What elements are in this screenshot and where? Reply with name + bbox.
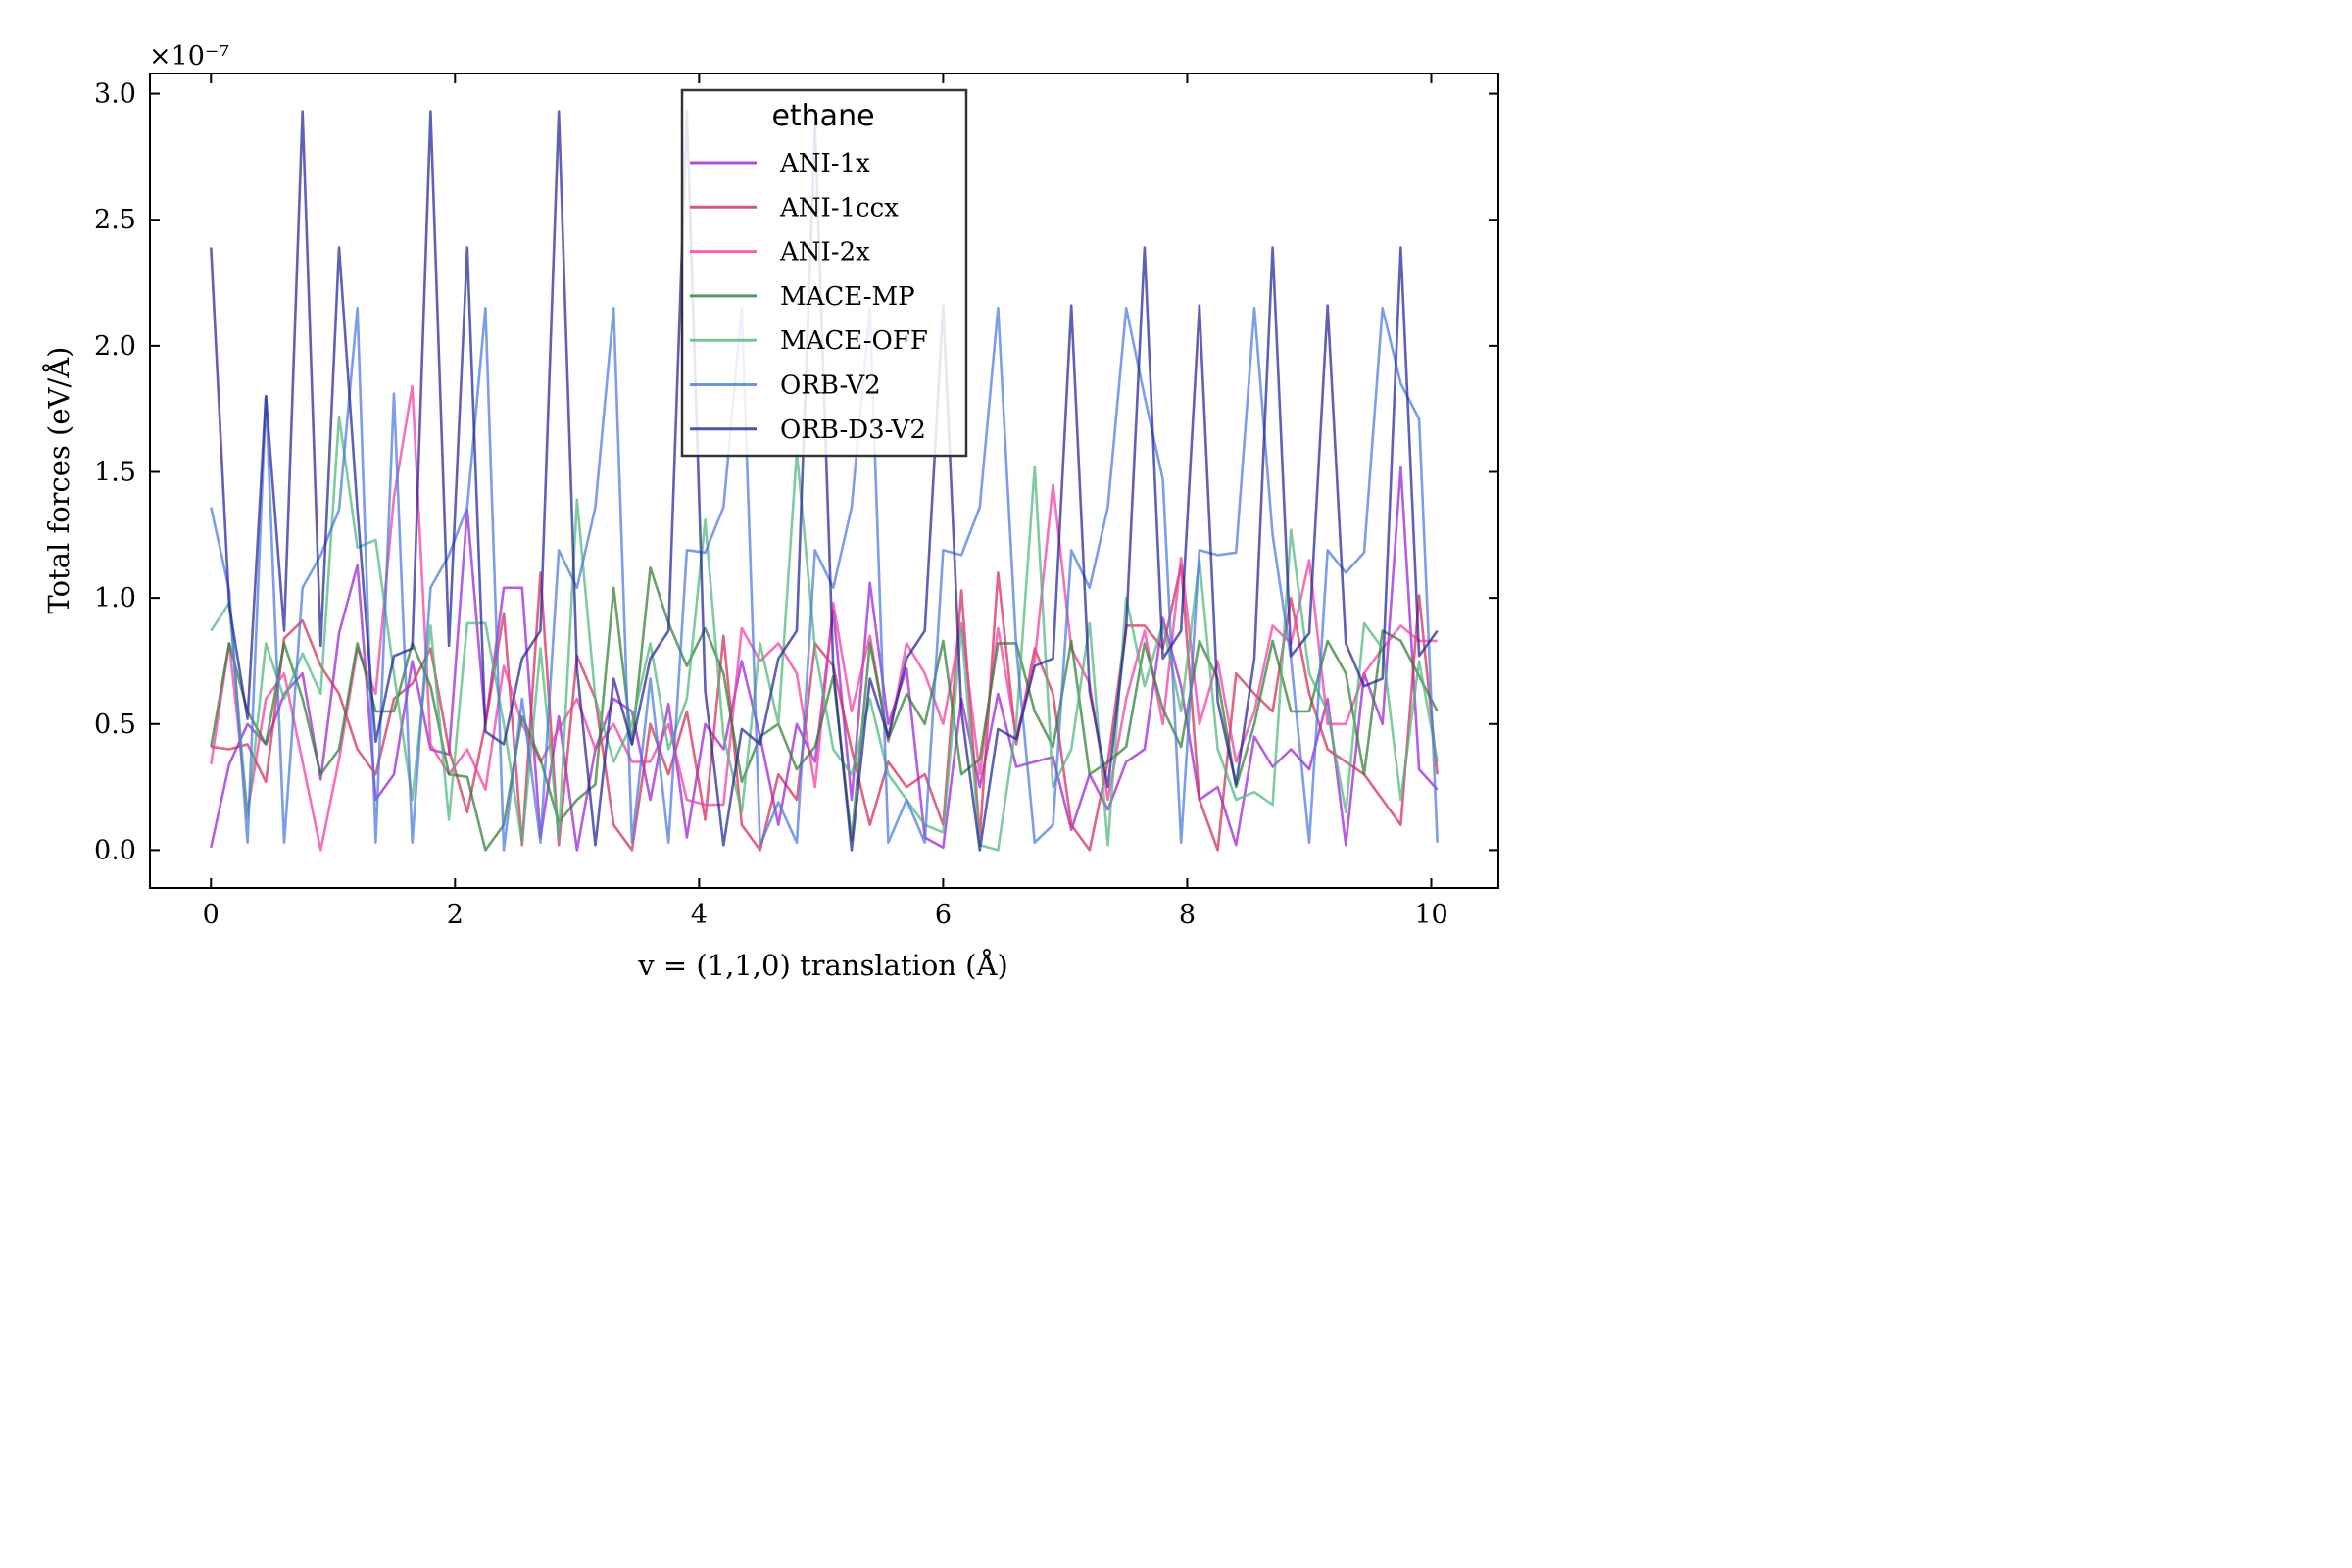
legend-label: ORB-V2 — [780, 371, 881, 401]
y-tick-label: 2.5 — [94, 205, 136, 235]
x-axis-label: v = (1,1,0) translation (Å) — [637, 948, 1008, 982]
x-tick-label: 4 — [691, 900, 708, 930]
legend-entries: ANI-1x ANI-1ccx ANI-2x MACE-MP MACE-OFF ORB-V… — [690, 149, 928, 445]
series-layer — [210, 110, 1439, 852]
y-multiplier-label: ×10⁻⁷ — [149, 41, 229, 72]
y-tick-label: 1.5 — [94, 457, 136, 487]
x-axis: 0 2 4 6 8 10 — [203, 74, 1448, 930]
legend-label: ORB-D3-V2 — [780, 416, 926, 445]
y-axis: 0.0 0.5 1.0 1.5 2.0 2.5 3.0 — [94, 79, 1498, 865]
legend-title: ethane — [771, 99, 874, 133]
chart: 0 2 4 6 8 10 0.0 0.5 1.0 1.5 2.0 2.5 3.0 ×10⁻⁷ v = … — [41, 41, 1499, 982]
x-tick-label: 0 — [203, 900, 220, 930]
y-axis-label: Total forces (eV/Å) — [41, 347, 75, 614]
x-tick-label: 8 — [1179, 900, 1196, 930]
legend-label: ANI-1ccx — [779, 193, 899, 222]
y-tick-label: 0.5 — [94, 710, 136, 740]
x-tick-label: 6 — [935, 900, 952, 930]
series-line-orb-v2 — [210, 306, 1439, 852]
y-tick-label: 1.0 — [94, 583, 136, 613]
series-line-mace-off — [210, 415, 1439, 852]
plot-frame — [149, 73, 1499, 889]
legend-label: ANI-2x — [779, 238, 870, 268]
series-line-ani-1ccx — [211, 564, 1439, 852]
x-tick-label: 10 — [1414, 900, 1447, 930]
x-tick-label: 2 — [447, 900, 464, 930]
y-tick-label: 2.0 — [94, 331, 136, 362]
legend-box — [680, 88, 968, 458]
y-tick-label: 3.0 — [94, 79, 136, 110]
legend-label: MACE-MP — [780, 282, 915, 312]
legend-label: MACE-OFF — [780, 326, 928, 356]
legend: ethane ANI-1x ANI-1ccx ANI-2x MACE-MP MACE-O… — [680, 88, 968, 458]
y-tick-label: 0.0 — [94, 835, 136, 865]
legend-label: ANI-1x — [779, 149, 870, 178]
